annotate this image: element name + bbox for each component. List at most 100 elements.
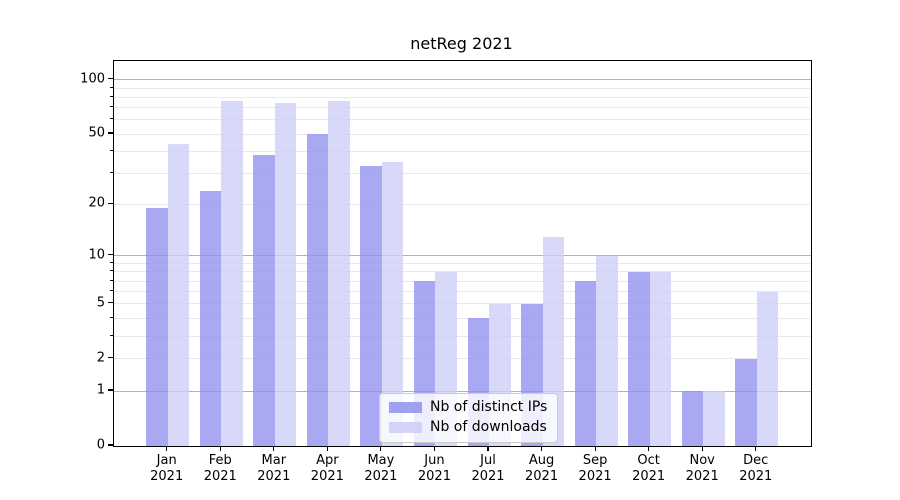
x-tick [326, 446, 328, 451]
x-tick-label: Jan 2021 [135, 453, 199, 485]
x-tick-label: Jul 2021 [456, 453, 520, 485]
y-tick [108, 302, 113, 304]
legend: Nb of distinct IPs Nb of downloads [379, 393, 559, 443]
x-tick-year: 2021 [471, 469, 505, 484]
x-tick-year: 2021 [578, 469, 612, 484]
x-tick-year: 2021 [739, 469, 773, 484]
y-minor-tick [110, 86, 113, 88]
y-minor-tick [110, 279, 113, 281]
x-tick-label: Feb 2021 [188, 453, 252, 485]
minor-gridline [114, 107, 811, 109]
y-minor-tick [110, 270, 113, 272]
x-tick-year: 2021 [257, 469, 291, 484]
minor-gridline [114, 317, 811, 319]
bar-nb-of-distinct-ips-jan [146, 208, 168, 446]
x-tick [701, 446, 703, 451]
y-minor-tick [110, 261, 113, 263]
bar-nb-of-downloads-feb [221, 101, 243, 446]
x-tick [487, 446, 489, 451]
x-tick-label: Apr 2021 [295, 453, 359, 485]
y-tick-label: 5 [96, 295, 105, 311]
legend-label-downloads: Nb of downloads [430, 419, 547, 435]
bar-nb-of-distinct-ips-mar [253, 155, 275, 446]
minor-gridline [114, 358, 811, 360]
y-tick-label: 100 [80, 71, 105, 87]
y-tick-label: 20 [88, 195, 105, 211]
y-minor-tick [110, 172, 113, 174]
bar-nb-of-downloads-dec [756, 291, 779, 446]
minor-gridline [114, 119, 811, 121]
bar-nb-of-downloads-oct [649, 271, 672, 446]
y-minor-tick [110, 290, 113, 292]
x-tick [540, 446, 543, 451]
y-tick-label: 1 [96, 382, 105, 398]
x-tick-label: Jun 2021 [402, 453, 466, 485]
bar-nb-of-distinct-ips-feb [199, 190, 222, 446]
x-tick [755, 446, 757, 451]
major-gridline [114, 390, 811, 392]
x-tick-year: 2021 [525, 469, 559, 484]
y-tick-label: 50 [88, 125, 105, 141]
x-tick-label: Aug 2021 [510, 453, 574, 485]
x-tick [166, 446, 168, 451]
y-tick-label: 10 [88, 247, 105, 263]
major-gridline [114, 255, 811, 257]
legend-row-downloads: Nb of downloads [389, 420, 547, 435]
bar-nb-of-downloads-nov [703, 391, 725, 446]
minor-gridline [114, 150, 811, 152]
y-tick-label: 2 [96, 350, 105, 366]
y-minor-tick [110, 95, 113, 97]
bar-nb-of-downloads-may [381, 161, 404, 446]
minor-gridline [114, 87, 811, 89]
x-tick-year: 2021 [632, 469, 666, 484]
y-tick [108, 132, 113, 134]
bar-nb-of-downloads-sep [596, 255, 618, 446]
x-tick-label: Dec 2021 [724, 453, 788, 485]
bar-nb-of-distinct-ips-apr [306, 134, 329, 446]
y-minor-tick [110, 106, 113, 108]
major-gridline [114, 79, 811, 81]
x-tick [219, 446, 221, 451]
x-tick-label: Sep 2021 [563, 453, 627, 485]
legend-swatch-downloads-icon [389, 422, 422, 433]
x-tick-year: 2021 [364, 469, 398, 484]
bar-nb-of-distinct-ips-dec [735, 358, 757, 446]
y-tick [108, 78, 113, 80]
legend-swatch-distinct-ips-icon [389, 402, 422, 413]
y-minor-tick [110, 334, 113, 336]
y-minor-tick [110, 316, 113, 318]
minor-gridline [114, 335, 811, 337]
x-tick-label: Oct 2021 [617, 453, 681, 485]
bar-nb-of-distinct-ips-sep [574, 281, 597, 446]
x-tick-year: 2021 [685, 469, 719, 484]
minor-gridline [114, 280, 811, 282]
y-tick [108, 389, 113, 391]
minor-gridline [114, 262, 811, 264]
bar-nb-of-downloads-apr [328, 101, 350, 446]
legend-row-distinct-ips: Nb of distinct IPs [389, 400, 547, 415]
x-tick-year: 2021 [417, 469, 451, 484]
y-tick [108, 254, 113, 256]
bar-nb-of-distinct-ips-nov [681, 391, 704, 446]
x-tick [594, 446, 596, 451]
bar-nb-of-downloads-mar [274, 103, 297, 446]
y-tick [108, 202, 113, 204]
y-minor-tick [110, 149, 113, 151]
y-tick [108, 444, 113, 446]
minor-gridline [114, 173, 811, 175]
y-tick-label: 0 [96, 437, 105, 453]
x-tick-label: Mar 2021 [242, 453, 306, 485]
x-tick-year: 2021 [203, 469, 237, 484]
bar-nb-of-downloads-jan [167, 143, 190, 446]
x-tick-label: Nov 2021 [670, 453, 734, 485]
x-tick [433, 446, 436, 451]
minor-gridline [114, 303, 811, 305]
minor-gridline [114, 96, 811, 98]
x-tick [380, 446, 382, 451]
minor-gridline [114, 203, 811, 205]
minor-gridline [114, 133, 811, 135]
y-tick [108, 357, 113, 359]
minor-gridline [114, 291, 811, 293]
y-minor-tick [110, 118, 113, 120]
